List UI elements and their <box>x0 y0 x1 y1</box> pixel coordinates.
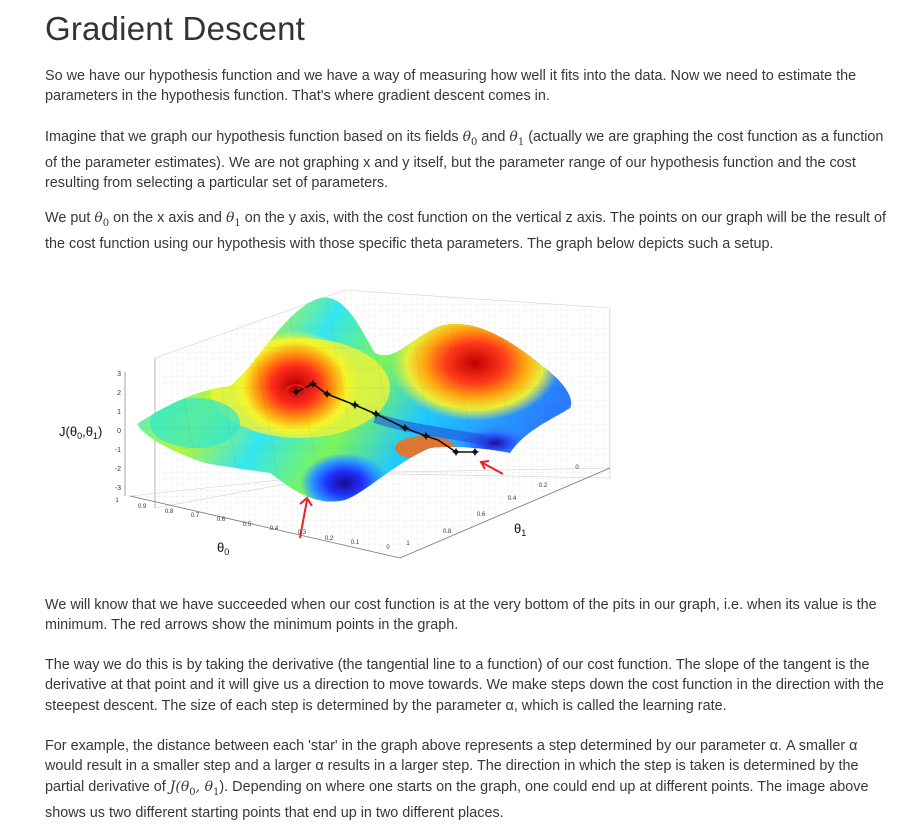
x-tick: 0.3 <box>298 530 307 536</box>
x-tick: 0.2 <box>325 536 334 542</box>
axes-paragraph-text-c: on the y axis, with the cost function on… <box>45 210 887 253</box>
theta1-symbol: θ1 <box>225 210 241 229</box>
y-tick: 0.2 <box>539 483 548 489</box>
z-tick: 0 <box>117 428 121 435</box>
cost-surface-plot: ✦ ✦ ✦ ✦ ✦ ✦ ✦ ✦ ✦ <box>59 289 611 559</box>
theta0-symbol: θ0 <box>94 210 110 229</box>
step-size-text-a: For example, the distance between each '… <box>45 738 859 795</box>
intro-paragraph: So we have our hypothesis function and w… <box>45 68 857 105</box>
theta1-symbol: θ1 <box>509 129 525 148</box>
x-tick: 0.9 <box>138 504 147 510</box>
y-tick: 0.4 <box>508 496 517 502</box>
step-star: ✦ <box>349 398 361 414</box>
z-tick: -2 <box>115 466 121 473</box>
step-star: ✦ <box>290 385 302 401</box>
z-tick: -3 <box>115 485 121 492</box>
z-tick: -1 <box>115 447 121 454</box>
derivative-paragraph: The way we do this is by taking the deri… <box>45 657 884 714</box>
descent-path: ✦ ✦ ✦ ✦ ✦ ✦ ✦ ✦ ✦ <box>285 377 481 461</box>
step-star: ✦ <box>450 445 462 461</box>
start-point-circle <box>285 384 307 400</box>
minimum-paragraph: We will know that we have succeeded when… <box>45 597 877 634</box>
axes-paragraph-text-a: We put <box>45 210 95 226</box>
x-axis: 1 0.9 0.8 0.7 0.6 0.5 0.4 0.3 0.2 0.1 0 <box>115 498 390 551</box>
x-tick: 0.4 <box>270 526 279 532</box>
graph-paragraph: Imagine that we graph our hypothesis fun… <box>45 127 887 194</box>
y-tick: 0.8 <box>443 529 452 535</box>
step-size-text-b: ). Depending on where one starts on the … <box>45 778 869 821</box>
x-axis-label: θ0 <box>217 540 229 557</box>
x-tick: 0.6 <box>217 517 226 523</box>
cost-function-symbol: J(θ0, θ1 <box>169 778 220 798</box>
step-star: ✦ <box>307 377 319 393</box>
red-arrow-head-icon <box>479 460 490 470</box>
graph-paragraph-text-and: and <box>477 129 510 145</box>
step-star: ✦ <box>399 421 411 437</box>
y-axis: 1 0.8 0.6 0.4 0.2 0 <box>406 465 579 547</box>
step-size-paragraph: For example, the distance between each '… <box>45 736 887 823</box>
red-arrow-icon <box>299 499 308 539</box>
z-axis: 3 2 1 0 -1 -2 -3 <box>115 371 126 496</box>
y-tick: 0 <box>575 465 579 471</box>
x-tick: 0.1 <box>351 540 360 546</box>
axes-paragraph-text-b: on the x axis and <box>109 210 226 226</box>
z-tick: 1 <box>117 409 121 416</box>
theta0-symbol: θ0 <box>462 129 478 148</box>
y-tick: 0.6 <box>477 512 486 518</box>
page-title: Gradient Descent <box>45 10 305 47</box>
y-axis-label: θ1 <box>514 521 526 538</box>
axes-paragraph: We put θ0 on the x axis and θ1 on the y … <box>45 208 887 254</box>
x-tick: 0.5 <box>243 522 252 528</box>
step-star: ✦ <box>370 407 382 423</box>
step-star: ✦ <box>420 429 432 445</box>
step-star: ✦ <box>321 387 333 403</box>
graph-paragraph-text-a: Imagine that we graph our hypothesis fun… <box>45 129 463 145</box>
x-tick: 0.8 <box>165 509 174 515</box>
minimum-arrows <box>299 460 504 539</box>
x-tick: 1 <box>115 498 119 504</box>
red-arrow-icon <box>480 461 504 475</box>
z-tick: 2 <box>117 390 121 397</box>
cost-surface-figure: ✦ ✦ ✦ ✦ ✦ ✦ ✦ ✦ ✦ <box>45 268 613 569</box>
z-tick: 3 <box>117 371 121 378</box>
step-star: ✦ <box>469 445 481 461</box>
y-tick: 1 <box>406 541 410 547</box>
z-axis-label: J(θ0,θ1) <box>59 424 102 441</box>
graph-paragraph-text-b: (actually we are graphing the cost funct… <box>45 129 884 192</box>
x-tick: 0.7 <box>191 513 200 519</box>
red-arrow-head-icon <box>299 496 313 507</box>
x-tick: 0 <box>386 545 390 551</box>
